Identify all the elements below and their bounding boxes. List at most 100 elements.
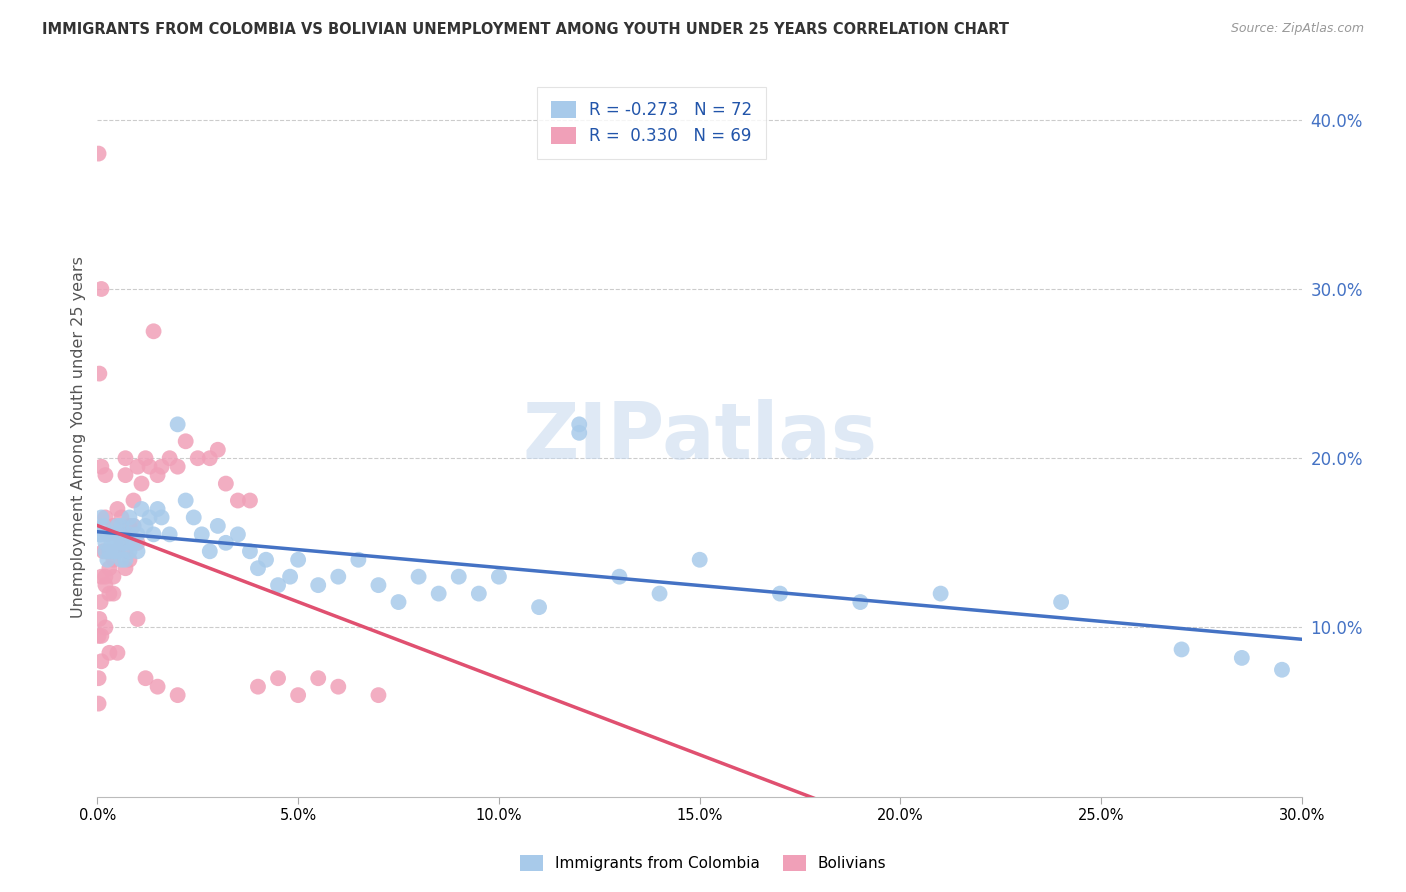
Point: [246, 561, 269, 575]
Point: [118, 553, 141, 567]
Point: [198, 544, 221, 558]
Point: [226, 493, 249, 508]
Point: [138, 510, 160, 524]
Point: [246, 680, 269, 694]
Point: [122, 536, 145, 550]
Point: [367, 688, 389, 702]
Point: [107, 527, 129, 541]
Point: [89, 527, 111, 541]
Point: [427, 586, 450, 600]
Point: [98, 586, 121, 600]
Point: [1230, 651, 1253, 665]
Point: [103, 544, 125, 558]
Point: [122, 519, 145, 533]
Point: [174, 493, 197, 508]
Point: [447, 569, 470, 583]
Point: [150, 459, 173, 474]
Point: [90, 527, 112, 541]
Point: [166, 417, 188, 432]
Legend: R = -0.273   N = 72, R =  0.330   N = 69: R = -0.273 N = 72, R = 0.330 N = 69: [537, 87, 766, 159]
Point: [93, 544, 115, 558]
Point: [118, 544, 141, 558]
Point: [468, 586, 491, 600]
Point: [118, 519, 141, 533]
Point: [114, 561, 136, 575]
Point: [215, 476, 238, 491]
Point: [1050, 595, 1073, 609]
Point: [94, 510, 117, 524]
Point: [367, 578, 389, 592]
Point: [98, 646, 121, 660]
Point: [328, 680, 350, 694]
Point: [90, 629, 112, 643]
Point: [103, 569, 125, 583]
Point: [609, 569, 631, 583]
Point: [107, 646, 129, 660]
Point: [100, 536, 122, 550]
Point: [103, 553, 125, 567]
Point: [87, 629, 110, 643]
Point: [488, 569, 510, 583]
Point: [183, 510, 205, 524]
Point: [127, 527, 149, 541]
Point: [98, 544, 121, 558]
Point: [114, 536, 136, 550]
Point: [207, 519, 229, 533]
Point: [94, 620, 117, 634]
Legend: Immigrants from Colombia, Bolivians: Immigrants from Colombia, Bolivians: [513, 849, 893, 877]
Point: [96, 553, 118, 567]
Point: [96, 527, 118, 541]
Point: [94, 536, 117, 550]
Point: [127, 459, 149, 474]
Point: [87, 697, 110, 711]
Point: [769, 586, 792, 600]
Point: [159, 451, 181, 466]
Point: [98, 544, 121, 558]
Point: [110, 536, 132, 550]
Point: [159, 527, 181, 541]
Point: [278, 569, 301, 583]
Point: [267, 671, 290, 685]
Point: [328, 569, 350, 583]
Point: [166, 688, 188, 702]
Point: [648, 586, 671, 600]
Point: [568, 417, 591, 432]
Point: [190, 527, 212, 541]
Point: [103, 527, 125, 541]
Y-axis label: Unemployment Among Youth under 25 years: Unemployment Among Youth under 25 years: [72, 256, 86, 618]
Point: [146, 468, 169, 483]
Point: [114, 451, 136, 466]
Point: [122, 519, 145, 533]
Point: [254, 553, 277, 567]
Point: [135, 671, 157, 685]
Point: [1271, 663, 1294, 677]
Point: [114, 468, 136, 483]
Point: [198, 451, 221, 466]
Point: [347, 553, 370, 567]
Point: [131, 476, 153, 491]
Point: [110, 536, 132, 550]
Point: [689, 553, 711, 567]
Point: [307, 578, 329, 592]
Point: [267, 578, 290, 592]
Point: [127, 536, 149, 550]
Text: Source: ZipAtlas.com: Source: ZipAtlas.com: [1230, 22, 1364, 36]
Point: [287, 688, 309, 702]
Point: [849, 595, 872, 609]
Point: [90, 654, 112, 668]
Point: [568, 425, 591, 440]
Point: [107, 502, 129, 516]
Point: [90, 510, 112, 524]
Point: [215, 536, 238, 550]
Point: [135, 451, 157, 466]
Point: [98, 527, 121, 541]
Point: [135, 519, 157, 533]
Point: [187, 451, 209, 466]
Point: [87, 146, 110, 161]
Point: [110, 527, 132, 541]
Point: [118, 527, 141, 541]
Point: [103, 519, 125, 533]
Point: [239, 493, 262, 508]
Point: [287, 553, 309, 567]
Point: [94, 578, 117, 592]
